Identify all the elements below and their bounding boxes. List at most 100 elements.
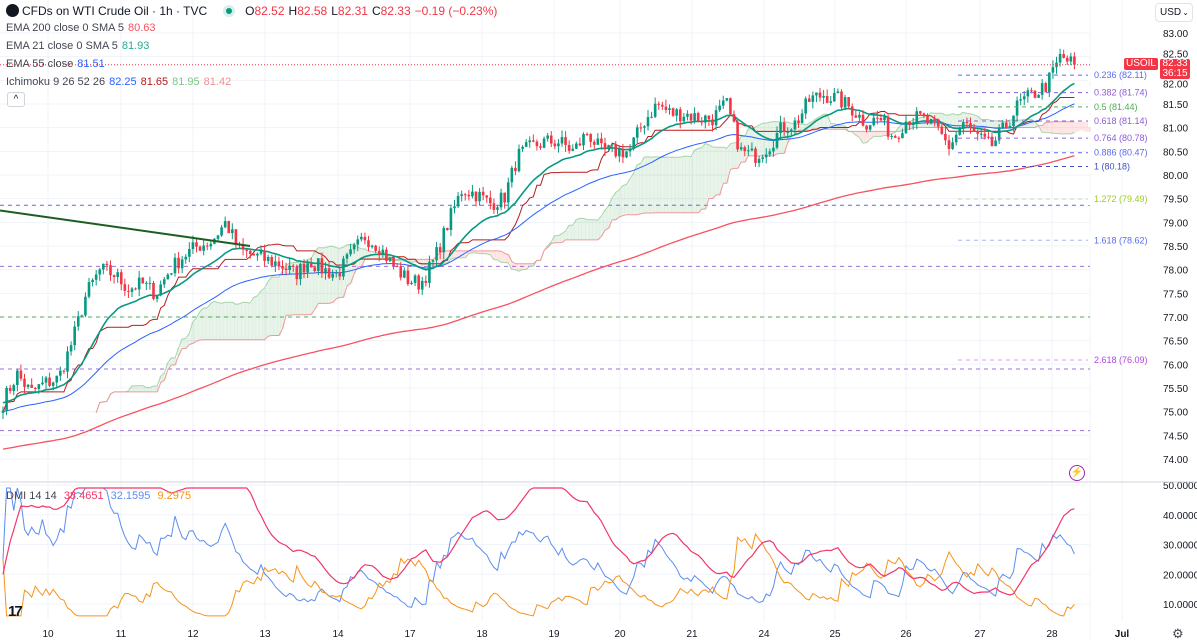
ichimoku-cloud-slice bbox=[578, 218, 582, 240]
candle bbox=[134, 288, 137, 289]
candle bbox=[23, 379, 26, 387]
high-label: H bbox=[289, 4, 298, 18]
candle bbox=[636, 127, 639, 137]
ichimoku-cloud-slice bbox=[277, 277, 281, 336]
candle bbox=[679, 109, 682, 121]
fib-level-label: 1.272 (79.49) bbox=[1094, 194, 1148, 204]
candle bbox=[9, 388, 12, 391]
ichimoku-cloud-slice bbox=[603, 210, 607, 230]
candle bbox=[435, 247, 438, 260]
candle bbox=[747, 150, 750, 151]
candle bbox=[812, 95, 815, 101]
time-tick-label: 10 bbox=[42, 629, 54, 640]
ichimoku-cloud-slice bbox=[1062, 122, 1066, 134]
candle bbox=[321, 258, 324, 273]
candle bbox=[847, 97, 850, 106]
candle bbox=[270, 257, 273, 266]
lightning-icon[interactable]: ⚡ bbox=[1069, 465, 1085, 481]
candle bbox=[475, 192, 478, 202]
candle bbox=[772, 148, 775, 152]
market-open-icon bbox=[223, 5, 235, 17]
candle bbox=[715, 110, 718, 125]
candle bbox=[16, 371, 19, 385]
ichimoku-cloud-slice bbox=[213, 301, 217, 340]
ichimoku-cloud-slice bbox=[1065, 122, 1069, 134]
candle bbox=[980, 134, 983, 135]
indicator-value: 80.63 bbox=[128, 22, 156, 34]
candle bbox=[930, 119, 933, 123]
dmi-legend[interactable]: DMI 14 14 38.4651 32.1595 9.2975 bbox=[6, 490, 195, 502]
ichimoku-cloud-slice bbox=[1080, 122, 1084, 131]
fib-level-label: 0.236 (82.11) bbox=[1094, 70, 1147, 80]
candle bbox=[30, 385, 33, 388]
candle bbox=[374, 246, 377, 251]
candle bbox=[521, 147, 524, 149]
candle bbox=[1059, 54, 1062, 63]
low-label: L bbox=[331, 4, 338, 18]
candle bbox=[729, 98, 732, 114]
candle bbox=[206, 246, 209, 247]
ichimoku-cloud-slice bbox=[245, 302, 249, 339]
candle bbox=[55, 376, 58, 383]
candle bbox=[425, 281, 428, 283]
bar-countdown: 36:15 bbox=[1160, 69, 1190, 79]
candle bbox=[958, 129, 961, 135]
ichimoku-cloud-slice bbox=[263, 288, 267, 340]
ichimoku-cloud-slice bbox=[496, 251, 500, 260]
ichimoku-cloud-slice bbox=[618, 190, 622, 217]
candle bbox=[482, 192, 485, 196]
tradingview-logo-icon[interactable]: 17 bbox=[8, 603, 21, 620]
ichimoku-cloud-slice bbox=[689, 156, 693, 212]
candle bbox=[446, 228, 449, 230]
ichimoku-cloud-slice bbox=[220, 303, 224, 340]
ichimoku-cloud-slice bbox=[1040, 126, 1044, 133]
candle bbox=[561, 137, 564, 143]
dmi-tick-label: 40.0000 bbox=[1163, 511, 1197, 522]
candle bbox=[52, 382, 55, 385]
candle bbox=[908, 122, 911, 125]
ichimoku-cloud-slice bbox=[990, 121, 994, 128]
time-tick-label: 20 bbox=[614, 629, 626, 640]
candle bbox=[195, 242, 198, 246]
candle bbox=[597, 139, 600, 145]
currency-button[interactable]: USD⌄ bbox=[1155, 3, 1193, 22]
candle bbox=[933, 119, 936, 120]
candle bbox=[159, 284, 162, 295]
candle bbox=[299, 264, 302, 279]
candle bbox=[478, 192, 481, 201]
candle bbox=[116, 272, 119, 277]
candle bbox=[819, 93, 822, 98]
indicator-value: 82.25 bbox=[109, 76, 137, 88]
candle bbox=[722, 100, 725, 105]
collapse-legend-button[interactable]: ^ bbox=[7, 92, 25, 107]
symbol-title[interactable]: CFDs on WTI Crude Oil · 1h · TVC bbox=[22, 4, 207, 18]
symbol-price-tag: USOIL bbox=[1124, 58, 1158, 70]
candle bbox=[944, 134, 947, 140]
ichimoku-cloud-slice bbox=[714, 147, 718, 195]
ichimoku-cloud-slice bbox=[700, 148, 704, 209]
ichimoku-cloud-slice bbox=[696, 148, 700, 212]
ichimoku-cloud-slice bbox=[621, 186, 625, 216]
ichimoku-cloud-slice bbox=[248, 303, 252, 340]
candle bbox=[188, 249, 191, 257]
ichimoku-cloud-slice bbox=[313, 252, 317, 310]
change-value: −0.19 (−0.23%) bbox=[415, 4, 498, 18]
ichimoku-cloud-slice bbox=[202, 308, 206, 340]
candle bbox=[45, 378, 48, 383]
ichimoku-cloud-slice bbox=[1073, 122, 1077, 133]
candle bbox=[697, 113, 700, 121]
candle bbox=[342, 259, 345, 277]
candle bbox=[66, 351, 69, 371]
candle bbox=[969, 123, 972, 128]
ichimoku-cloud-slice bbox=[596, 220, 600, 240]
adx-value: 38.4651 bbox=[64, 490, 104, 502]
ichimoku-cloud-slice bbox=[686, 156, 690, 213]
candle bbox=[2, 410, 5, 412]
candle bbox=[296, 267, 299, 279]
candle bbox=[324, 268, 327, 273]
